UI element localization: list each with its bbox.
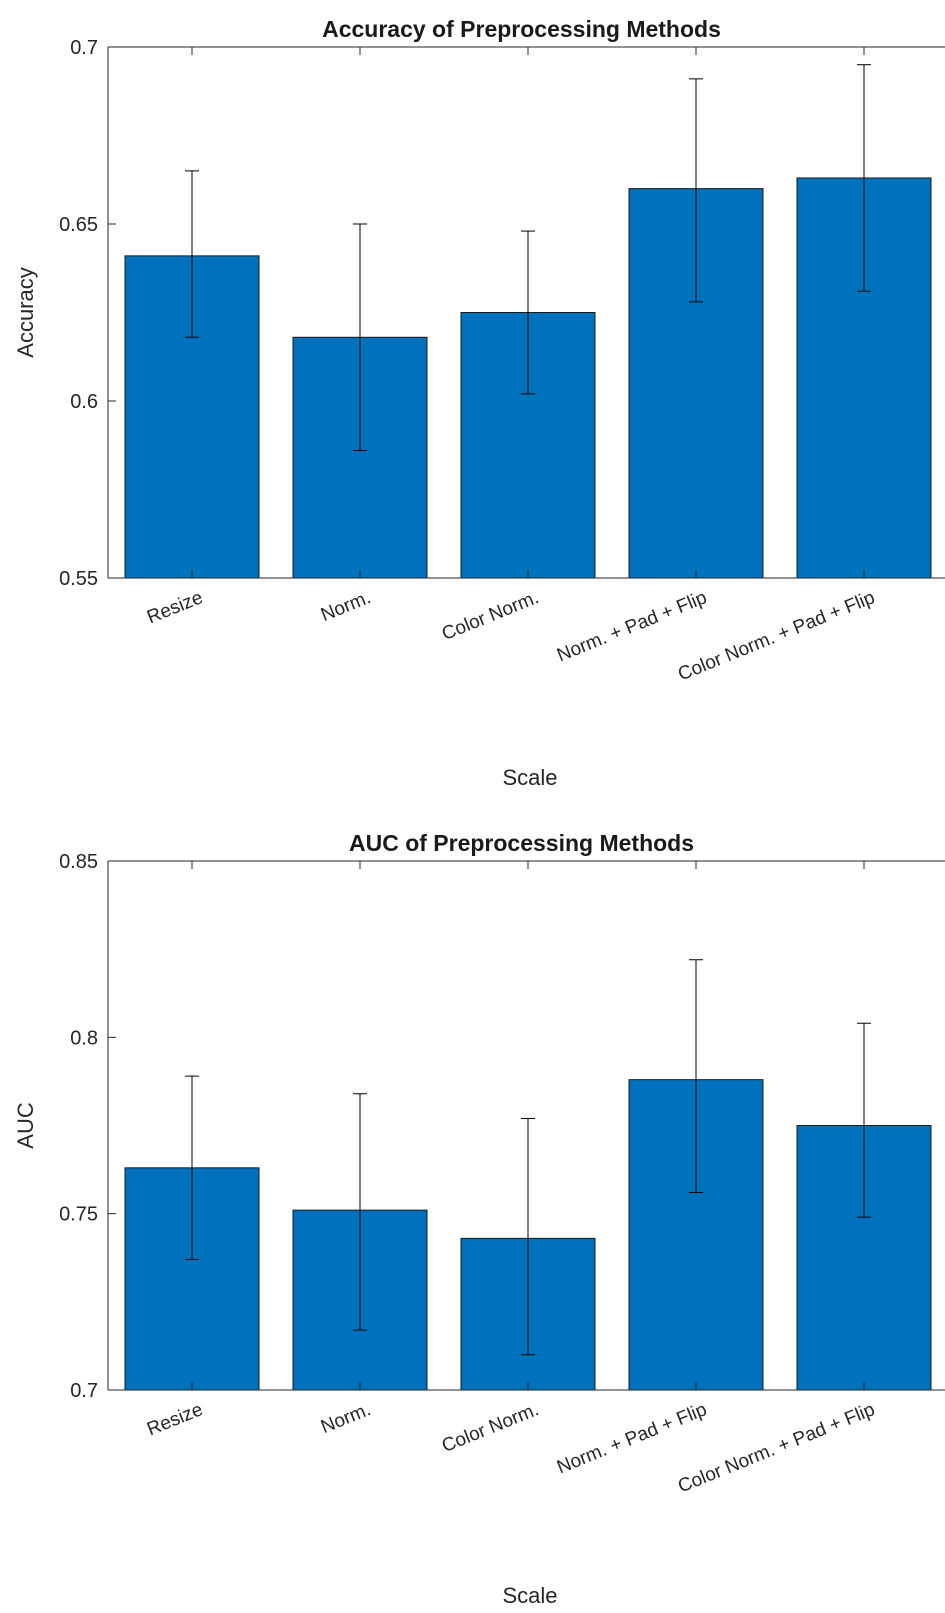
error-bar: [353, 223, 367, 452]
error-bar: [857, 1022, 871, 1218]
error-bar: [185, 170, 199, 338]
y-tick-label: 0.85: [59, 851, 98, 873]
x-tick-label: Resize: [144, 587, 206, 628]
x-tick-label: Color Norm.: [439, 587, 542, 645]
y-tick-label: 0.7: [70, 1380, 98, 1402]
x-axis-label: Scale: [502, 765, 557, 790]
y-tick-label: 0.6: [70, 391, 98, 413]
x-tick-label: Norm.: [318, 1399, 374, 1438]
bar: [124, 1167, 260, 1391]
error-bar: [353, 1093, 367, 1331]
x-tick-label: Color Norm.: [439, 1399, 542, 1457]
error-bar: [857, 64, 871, 292]
error-bar: [689, 959, 703, 1194]
y-axis-label: AUC: [13, 1102, 38, 1149]
chart-title: AUC of Preprocessing Methods: [349, 830, 694, 856]
y-tick-label: 0.75: [59, 1204, 98, 1226]
y-axis-label: Accuracy: [13, 267, 38, 357]
chart-1: 0.55 0.6 0.65 0.7 Resize Norm. Color Norm. Norm…: [13, 16, 945, 790]
error-bar: [521, 230, 535, 395]
y-tick-label: 0.7: [70, 37, 98, 59]
chart-title: Accuracy of Preprocessing Methods: [322, 16, 721, 42]
x-tick-label: Norm.: [318, 587, 374, 626]
y-tick-label: 0.8: [70, 1027, 98, 1049]
y-tick-label: 0.65: [59, 214, 98, 236]
x-tick-label: Norm. + Pad + Flip: [554, 587, 710, 666]
x-tick-label: Resize: [144, 1399, 206, 1440]
error-bar: [689, 78, 703, 303]
x-axis-label: Scale: [502, 1583, 557, 1608]
y-tick-label: 0.55: [59, 568, 98, 590]
error-bar: [521, 1117, 535, 1356]
chart-2: 0.7 0.75 0.8 0.85 Resize Norm. Color Norm. Norm…: [13, 830, 945, 1608]
error-bar: [185, 1075, 199, 1261]
x-tick-label: Norm. + Pad + Flip: [554, 1399, 710, 1478]
